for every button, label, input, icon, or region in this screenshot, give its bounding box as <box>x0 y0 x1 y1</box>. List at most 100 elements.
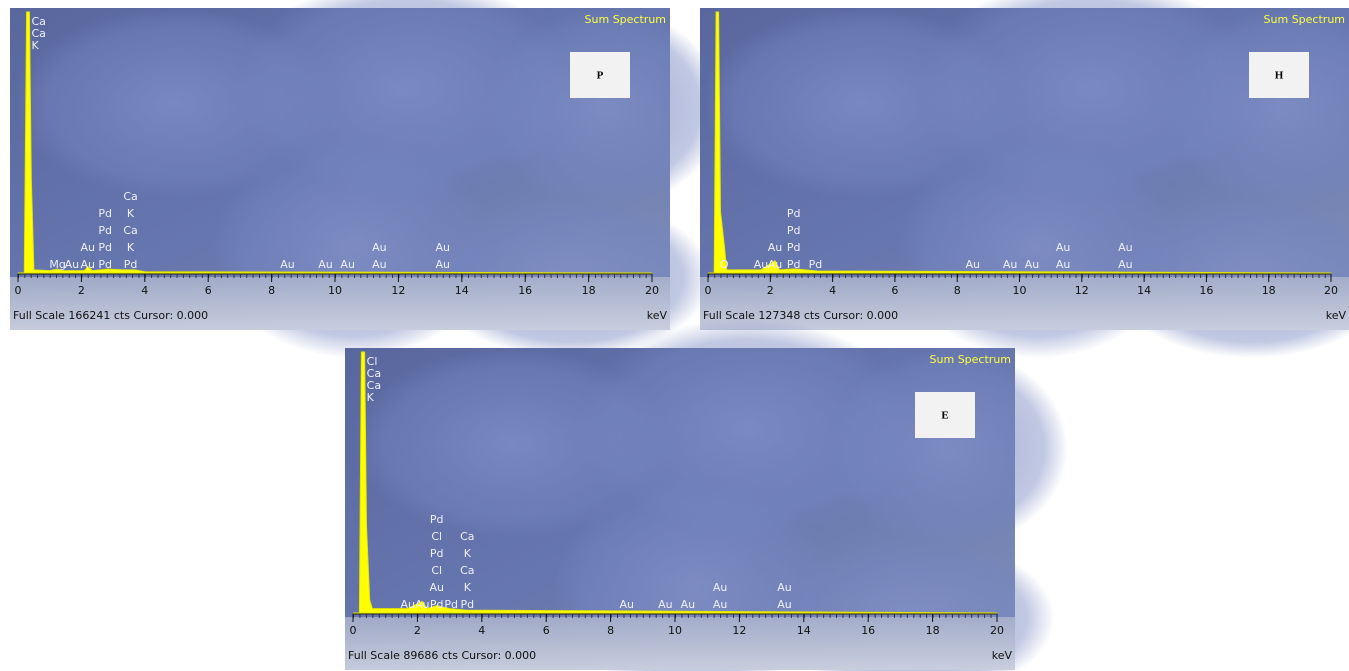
x-tick-label: 18 <box>926 624 940 637</box>
peak-label: Pd <box>98 258 112 271</box>
peak-label: Au <box>966 258 981 271</box>
peak-label: Au <box>1118 258 1133 271</box>
panel-label: H <box>1275 70 1284 82</box>
peak-label: Au <box>372 258 387 271</box>
peak-label: K <box>367 391 375 404</box>
peak-label: Au <box>400 598 415 611</box>
peak-label: K <box>464 547 472 560</box>
x-tick-label: 20 <box>990 624 1004 637</box>
x-tick-label: 20 <box>1324 284 1338 297</box>
x-tick-label: 12 <box>1075 284 1089 297</box>
peak-label: Pd <box>787 224 801 237</box>
x-tick-label: 18 <box>582 284 596 297</box>
panel-label: E <box>941 410 948 422</box>
x-tick-label: 18 <box>1262 284 1276 297</box>
peak-label: Au <box>436 241 451 254</box>
x-tick-label: 4 <box>478 624 485 637</box>
x-tick-label: 8 <box>268 284 275 297</box>
x-tick-label: 14 <box>1137 284 1151 297</box>
peak-label: Au <box>280 258 295 271</box>
x-tick-label: 16 <box>861 624 875 637</box>
peak-label: Au <box>80 241 95 254</box>
peak-label: Ca <box>123 190 137 203</box>
peak-label: Pd <box>98 224 112 237</box>
x-tick-label: 6 <box>543 624 550 637</box>
peak-label: Au <box>619 598 634 611</box>
spectrum-panel: 02468101214161820ClCaCaKAuAuPdAuClPdClPd… <box>345 318 1068 671</box>
peak-label: Pd <box>430 598 444 611</box>
spectrum-title: Sum Spectrum <box>585 13 666 26</box>
peak-label: Au <box>713 598 728 611</box>
bg-blob <box>484 8 724 208</box>
peak-label: Cl <box>431 564 442 577</box>
peak-label: Au <box>80 258 95 271</box>
peak-label: Au <box>1025 258 1040 271</box>
peak-label: Pd <box>124 258 138 271</box>
peak-label: Pd <box>787 241 801 254</box>
x-tick-label: 6 <box>205 284 212 297</box>
x-unit: keV <box>1326 309 1347 322</box>
peak-label: Pd <box>787 207 801 220</box>
peak-label: O <box>720 258 729 271</box>
x-tick-label: 16 <box>518 284 532 297</box>
peak-label: Ca <box>123 224 137 237</box>
peak-label: K <box>127 241 135 254</box>
x-tick-label: 10 <box>328 284 342 297</box>
bg-blob <box>828 348 1068 548</box>
x-unit: keV <box>992 649 1013 662</box>
x-tick-label: 10 <box>668 624 682 637</box>
peak-label: Au <box>681 598 696 611</box>
footer-info: Full Scale 166241 cts Cursor: 0.000 <box>13 309 208 322</box>
peak-label: K <box>464 581 472 594</box>
x-tick-label: 2 <box>414 624 421 637</box>
x-tick-label: 2 <box>78 284 85 297</box>
x-tick-label: 8 <box>954 284 961 297</box>
x-tick-label: 4 <box>829 284 836 297</box>
peak-label: K <box>127 207 135 220</box>
peak-label: Au <box>768 241 783 254</box>
peak-label: Au <box>429 581 444 594</box>
page: 02468101214161820CaCaKMgAuAuAuPdPdPdPdPd… <box>0 0 1349 671</box>
peak-label: Au <box>768 258 783 271</box>
peak-label: Mg <box>49 258 65 271</box>
x-unit: keV <box>647 309 668 322</box>
peak-label: Au <box>1118 241 1133 254</box>
peak-label: Au <box>777 598 792 611</box>
peak-label: Pd <box>430 513 444 526</box>
x-tick-label: 12 <box>732 624 746 637</box>
x-tick-label: 14 <box>455 284 469 297</box>
x-tick-label: 4 <box>141 284 148 297</box>
x-tick-label: 0 <box>350 624 357 637</box>
spectrum-title: Sum Spectrum <box>930 353 1011 366</box>
x-tick-label: 6 <box>891 284 898 297</box>
x-tick-label: 2 <box>767 284 774 297</box>
x-tick-label: 0 <box>15 284 22 297</box>
spectrum-title: Sum Spectrum <box>1264 13 1345 26</box>
x-tick-label: 12 <box>391 284 405 297</box>
peak-label: Pd <box>98 207 112 220</box>
peak-label: Au <box>340 258 355 271</box>
peak-label: Pd <box>444 598 458 611</box>
peak-label: Ca <box>460 564 474 577</box>
peak-label: Pd <box>460 598 474 611</box>
x-tick-label: 14 <box>797 624 811 637</box>
x-tick-label: 16 <box>1199 284 1213 297</box>
peak-label: Cl <box>431 530 442 543</box>
peak-label: Au <box>1003 258 1018 271</box>
peak-label: Au <box>777 581 792 594</box>
figure: 02468101214161820CaCaKMgAuAuAuPdPdPdPdPd… <box>0 0 1349 671</box>
x-tick-label: 10 <box>1013 284 1027 297</box>
peak-label: Pd <box>98 241 112 254</box>
peak-label: Au <box>415 598 430 611</box>
x-tick-label: 20 <box>645 284 659 297</box>
peak-label: Pd <box>430 547 444 560</box>
peak-label: Au <box>1056 241 1071 254</box>
peak-label: Pd <box>809 258 823 271</box>
peak-label: Au <box>318 258 333 271</box>
peak-label: Au <box>1056 258 1071 271</box>
peak-label: K <box>32 39 40 52</box>
peak-label: Ca <box>460 530 474 543</box>
panel-label: P <box>597 70 604 82</box>
